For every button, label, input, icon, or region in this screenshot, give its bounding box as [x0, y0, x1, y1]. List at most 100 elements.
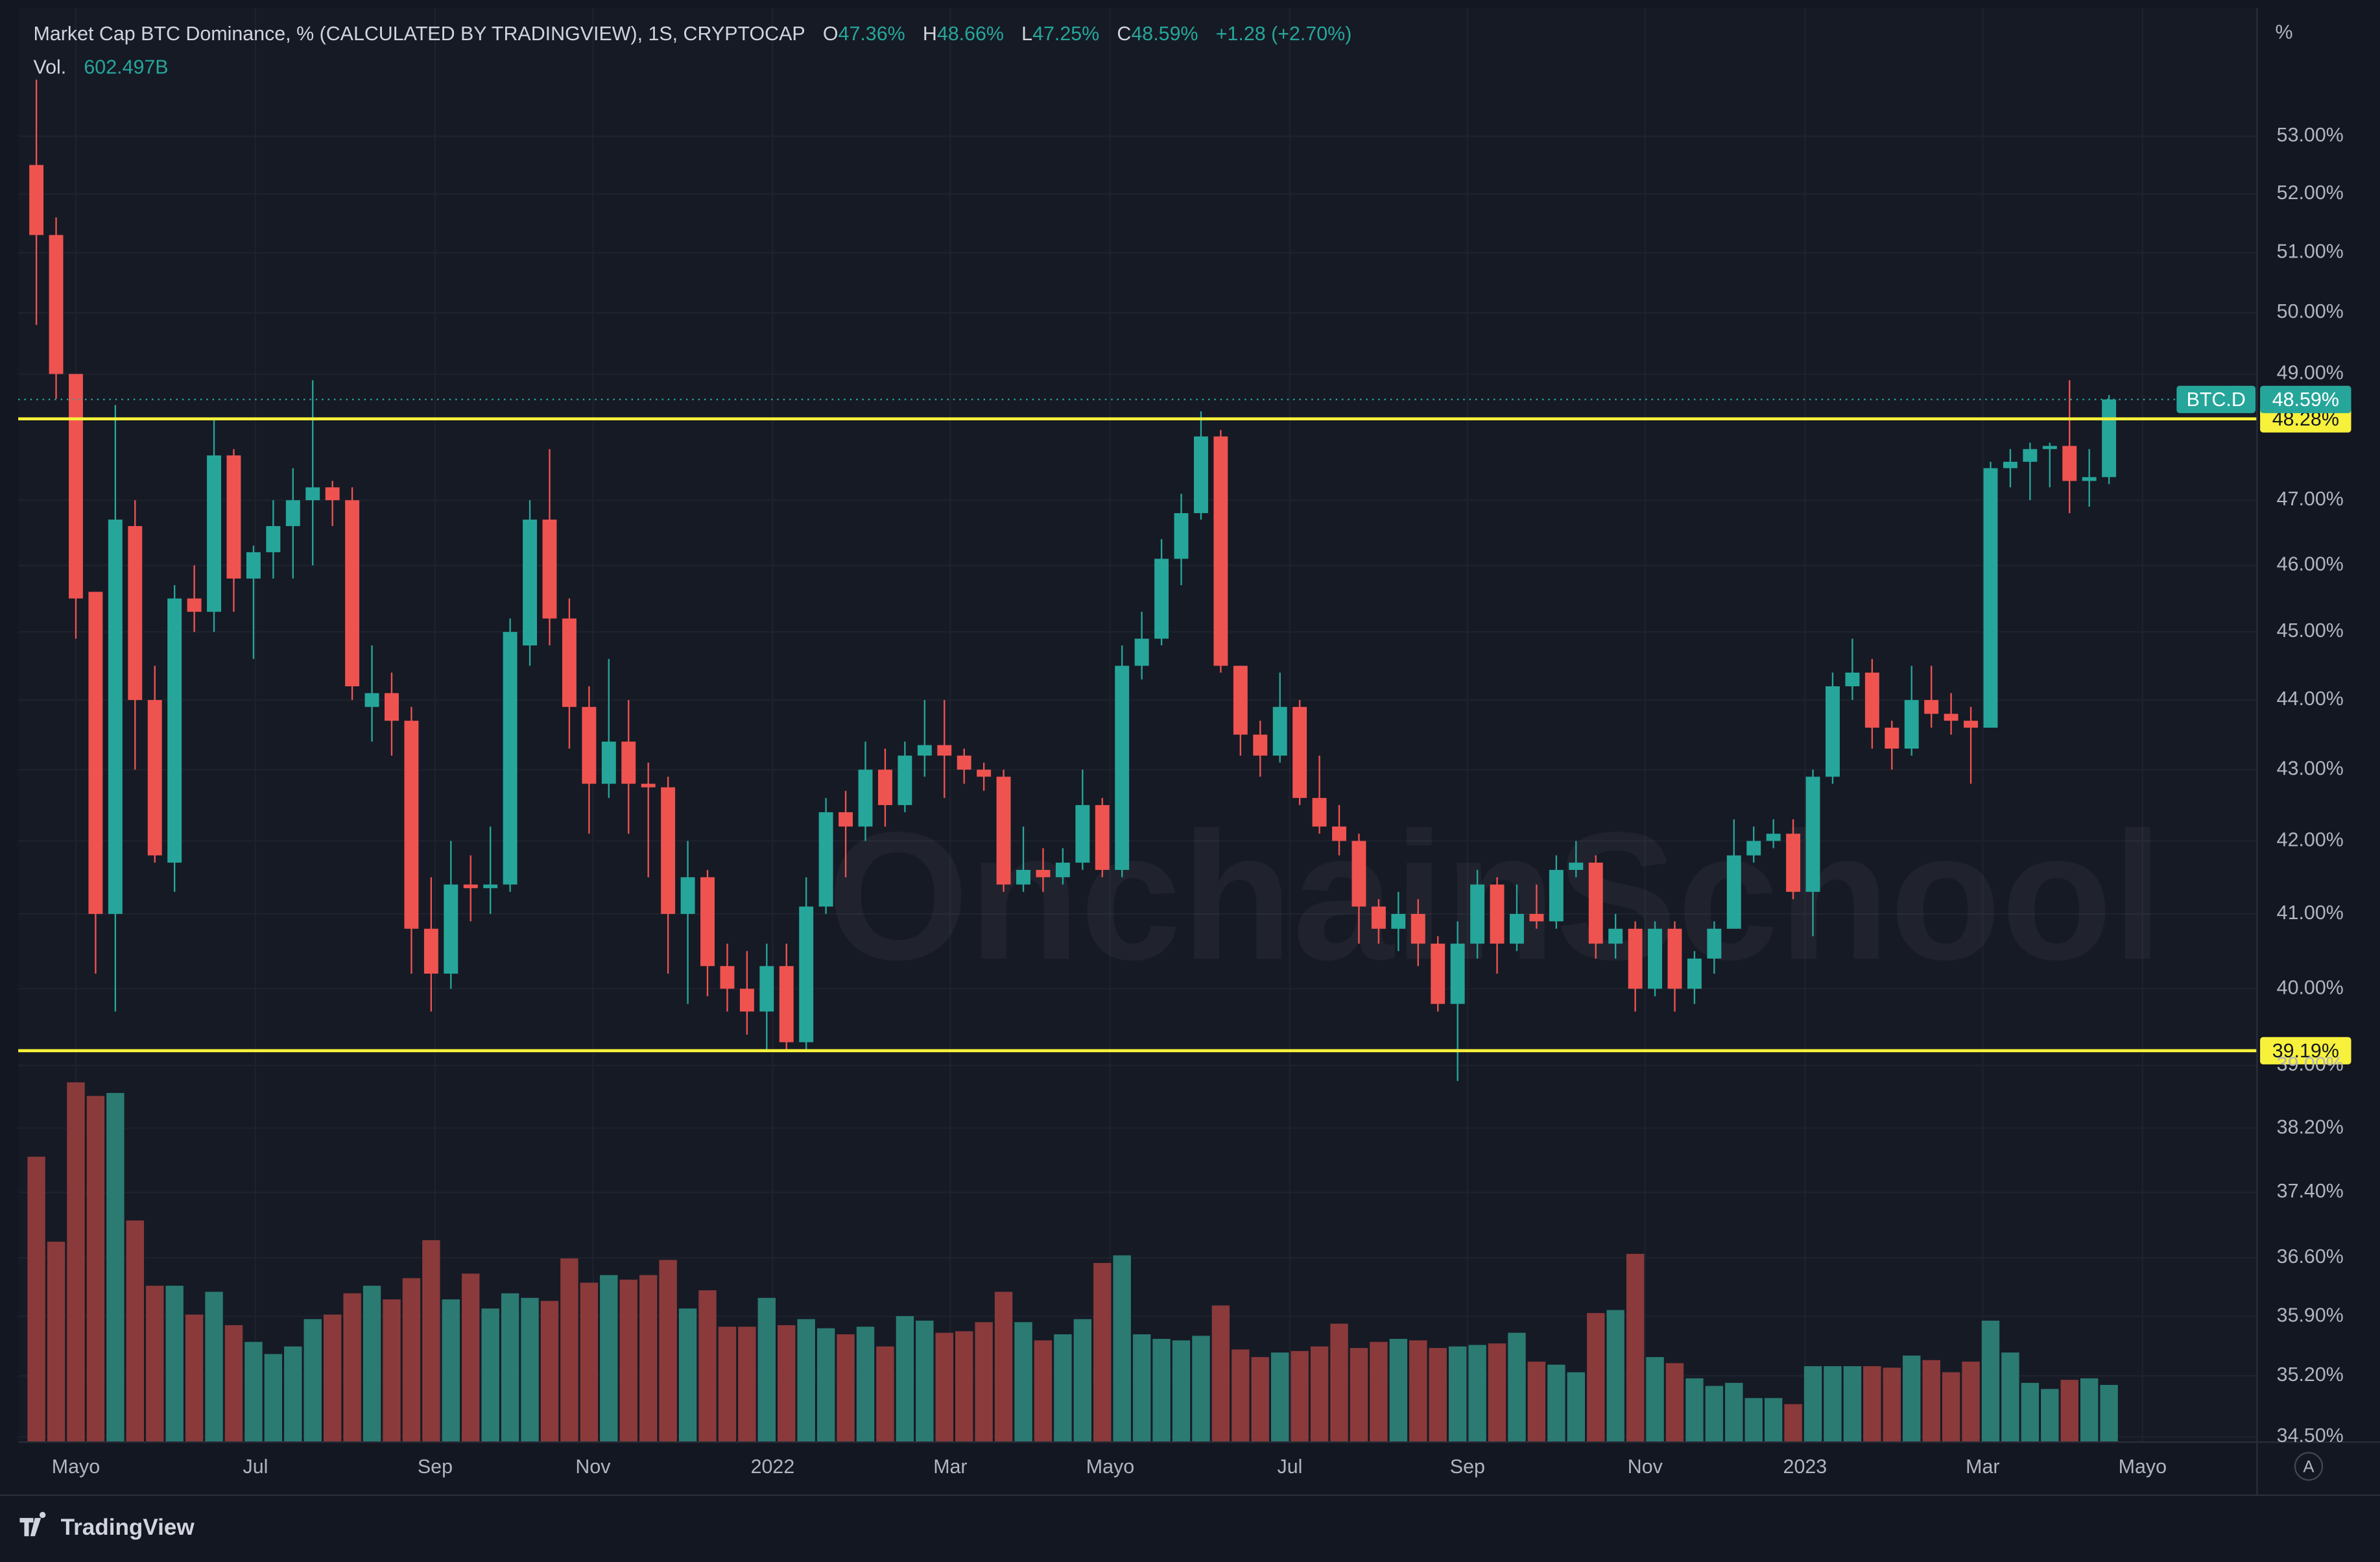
- auto-scale-label[interactable]: A: [2303, 1458, 2315, 1476]
- candle-body: [523, 520, 538, 646]
- candle-body: [1944, 714, 1958, 721]
- volume-bar: [1093, 1262, 1112, 1443]
- volume-bar: [1014, 1322, 1032, 1443]
- y-tick-label: 47.00%: [2277, 488, 2344, 510]
- candle-body: [759, 966, 774, 1012]
- y-tick-label: 34.50%: [2277, 1424, 2344, 1447]
- volume-bar: [521, 1297, 539, 1443]
- candle-body: [700, 877, 715, 967]
- legend-value: 48.59%: [1131, 23, 1198, 45]
- y-tick-label: 49.00%: [2277, 362, 2344, 384]
- volume-bar: [816, 1328, 835, 1443]
- legend-value: 47.25%: [1032, 23, 1099, 45]
- candle-body: [1510, 913, 1524, 944]
- volume-bar: [442, 1299, 460, 1443]
- candle-body: [1864, 672, 1879, 728]
- y-tick-label: 45.00%: [2277, 619, 2344, 642]
- y-tick-label: 35.90%: [2277, 1304, 2344, 1326]
- candle-body: [1233, 666, 1248, 735]
- volume-bar: [1389, 1339, 1408, 1443]
- volume-bar: [1803, 1366, 1822, 1443]
- candle-body: [1431, 943, 1446, 1004]
- volume-bar: [422, 1240, 440, 1443]
- volume-bar: [1764, 1398, 1783, 1443]
- volume-bar: [659, 1260, 677, 1443]
- candle-body: [325, 487, 340, 501]
- volume-bar: [678, 1308, 697, 1443]
- volume-bar: [205, 1292, 223, 1443]
- y-tick-label: 43.00%: [2277, 758, 2344, 780]
- volume-bar: [1606, 1310, 1624, 1443]
- volume-bar: [264, 1354, 283, 1443]
- candle-body: [226, 455, 241, 579]
- volume-bar: [1310, 1346, 1329, 1443]
- candle-body: [1391, 913, 1406, 929]
- volume-bar: [856, 1327, 875, 1443]
- volume-bar: [2041, 1389, 2059, 1443]
- y-tick-label: 40.00%: [2277, 976, 2344, 998]
- volume-bar: [916, 1320, 934, 1443]
- volume-bar: [896, 1316, 914, 1443]
- volume-bar: [1922, 1360, 1940, 1443]
- volume-bar: [1054, 1334, 1072, 1443]
- x-tick-label: Sep: [1450, 1456, 1485, 1478]
- volume-bar: [1132, 1334, 1151, 1443]
- volume-legend: Vol. 602.497B: [33, 56, 168, 78]
- y-tick-label: 41.00%: [2277, 902, 2344, 924]
- candle-body: [49, 235, 64, 374]
- volume-bar: [757, 1297, 776, 1443]
- axis-unit: %: [2276, 21, 2293, 43]
- volume-bar: [639, 1275, 658, 1443]
- candle-body: [246, 552, 261, 579]
- candle-body: [1154, 559, 1169, 639]
- x-tick-label: Sep: [418, 1456, 453, 1478]
- volume-bar: [1547, 1364, 1565, 1443]
- volume-bar: [560, 1258, 578, 1443]
- legend-title: Market Cap BTC Dominance, % (CALCULATED …: [33, 23, 805, 45]
- volume-pane: [27, 1082, 2118, 1443]
- candle-body: [1351, 841, 1366, 907]
- volume-bar: [1744, 1398, 1763, 1443]
- volume-bar: [1942, 1372, 1960, 1443]
- volume-bar: [1370, 1341, 1388, 1443]
- candle-body: [207, 455, 221, 612]
- candle-body: [385, 693, 399, 721]
- symbol-tag: [2176, 385, 2256, 413]
- candle-body: [463, 884, 478, 889]
- candle-body: [957, 755, 971, 770]
- candle-body: [1746, 841, 1761, 856]
- candle-body: [1055, 862, 1070, 878]
- volume-bar: [1251, 1357, 1269, 1443]
- candle-body: [1272, 706, 1287, 756]
- auto-scale-button[interactable]: [2294, 1452, 2324, 1481]
- volume-bar: [1409, 1340, 1427, 1443]
- volume-bar: [619, 1279, 637, 1443]
- candle-body: [1726, 855, 1741, 929]
- volume-bar: [1843, 1366, 1862, 1443]
- candle-body: [404, 721, 419, 929]
- volume-bar: [2060, 1380, 2078, 1443]
- candle-body: [423, 928, 438, 974]
- candle-body: [108, 520, 123, 914]
- y-tick-label: 39.00%: [2277, 1053, 2344, 1075]
- volume-bar: [1685, 1378, 1704, 1443]
- volume-bar: [501, 1293, 519, 1443]
- y-tick-label: 44.00%: [2277, 688, 2344, 710]
- candle-body: [483, 884, 498, 889]
- candle-body: [1134, 638, 1149, 666]
- candle-body: [641, 784, 656, 787]
- volume-bar: [146, 1286, 164, 1443]
- candle-body: [1410, 913, 1425, 944]
- x-tick-label: Mayo: [1086, 1456, 1134, 1478]
- candle-body: [1904, 700, 1919, 749]
- price-tag-label: 39.19%: [2272, 1040, 2339, 1062]
- candle-body: [877, 769, 892, 806]
- volume-bar: [86, 1096, 105, 1443]
- volume-bar: [955, 1331, 973, 1443]
- legend-key: H: [923, 23, 937, 45]
- volume-bar: [1034, 1340, 1053, 1443]
- volume-bar: [1172, 1340, 1191, 1443]
- candle-body: [1885, 727, 1899, 749]
- volume-bar: [1073, 1319, 1092, 1443]
- volume-bar: [2100, 1385, 2118, 1443]
